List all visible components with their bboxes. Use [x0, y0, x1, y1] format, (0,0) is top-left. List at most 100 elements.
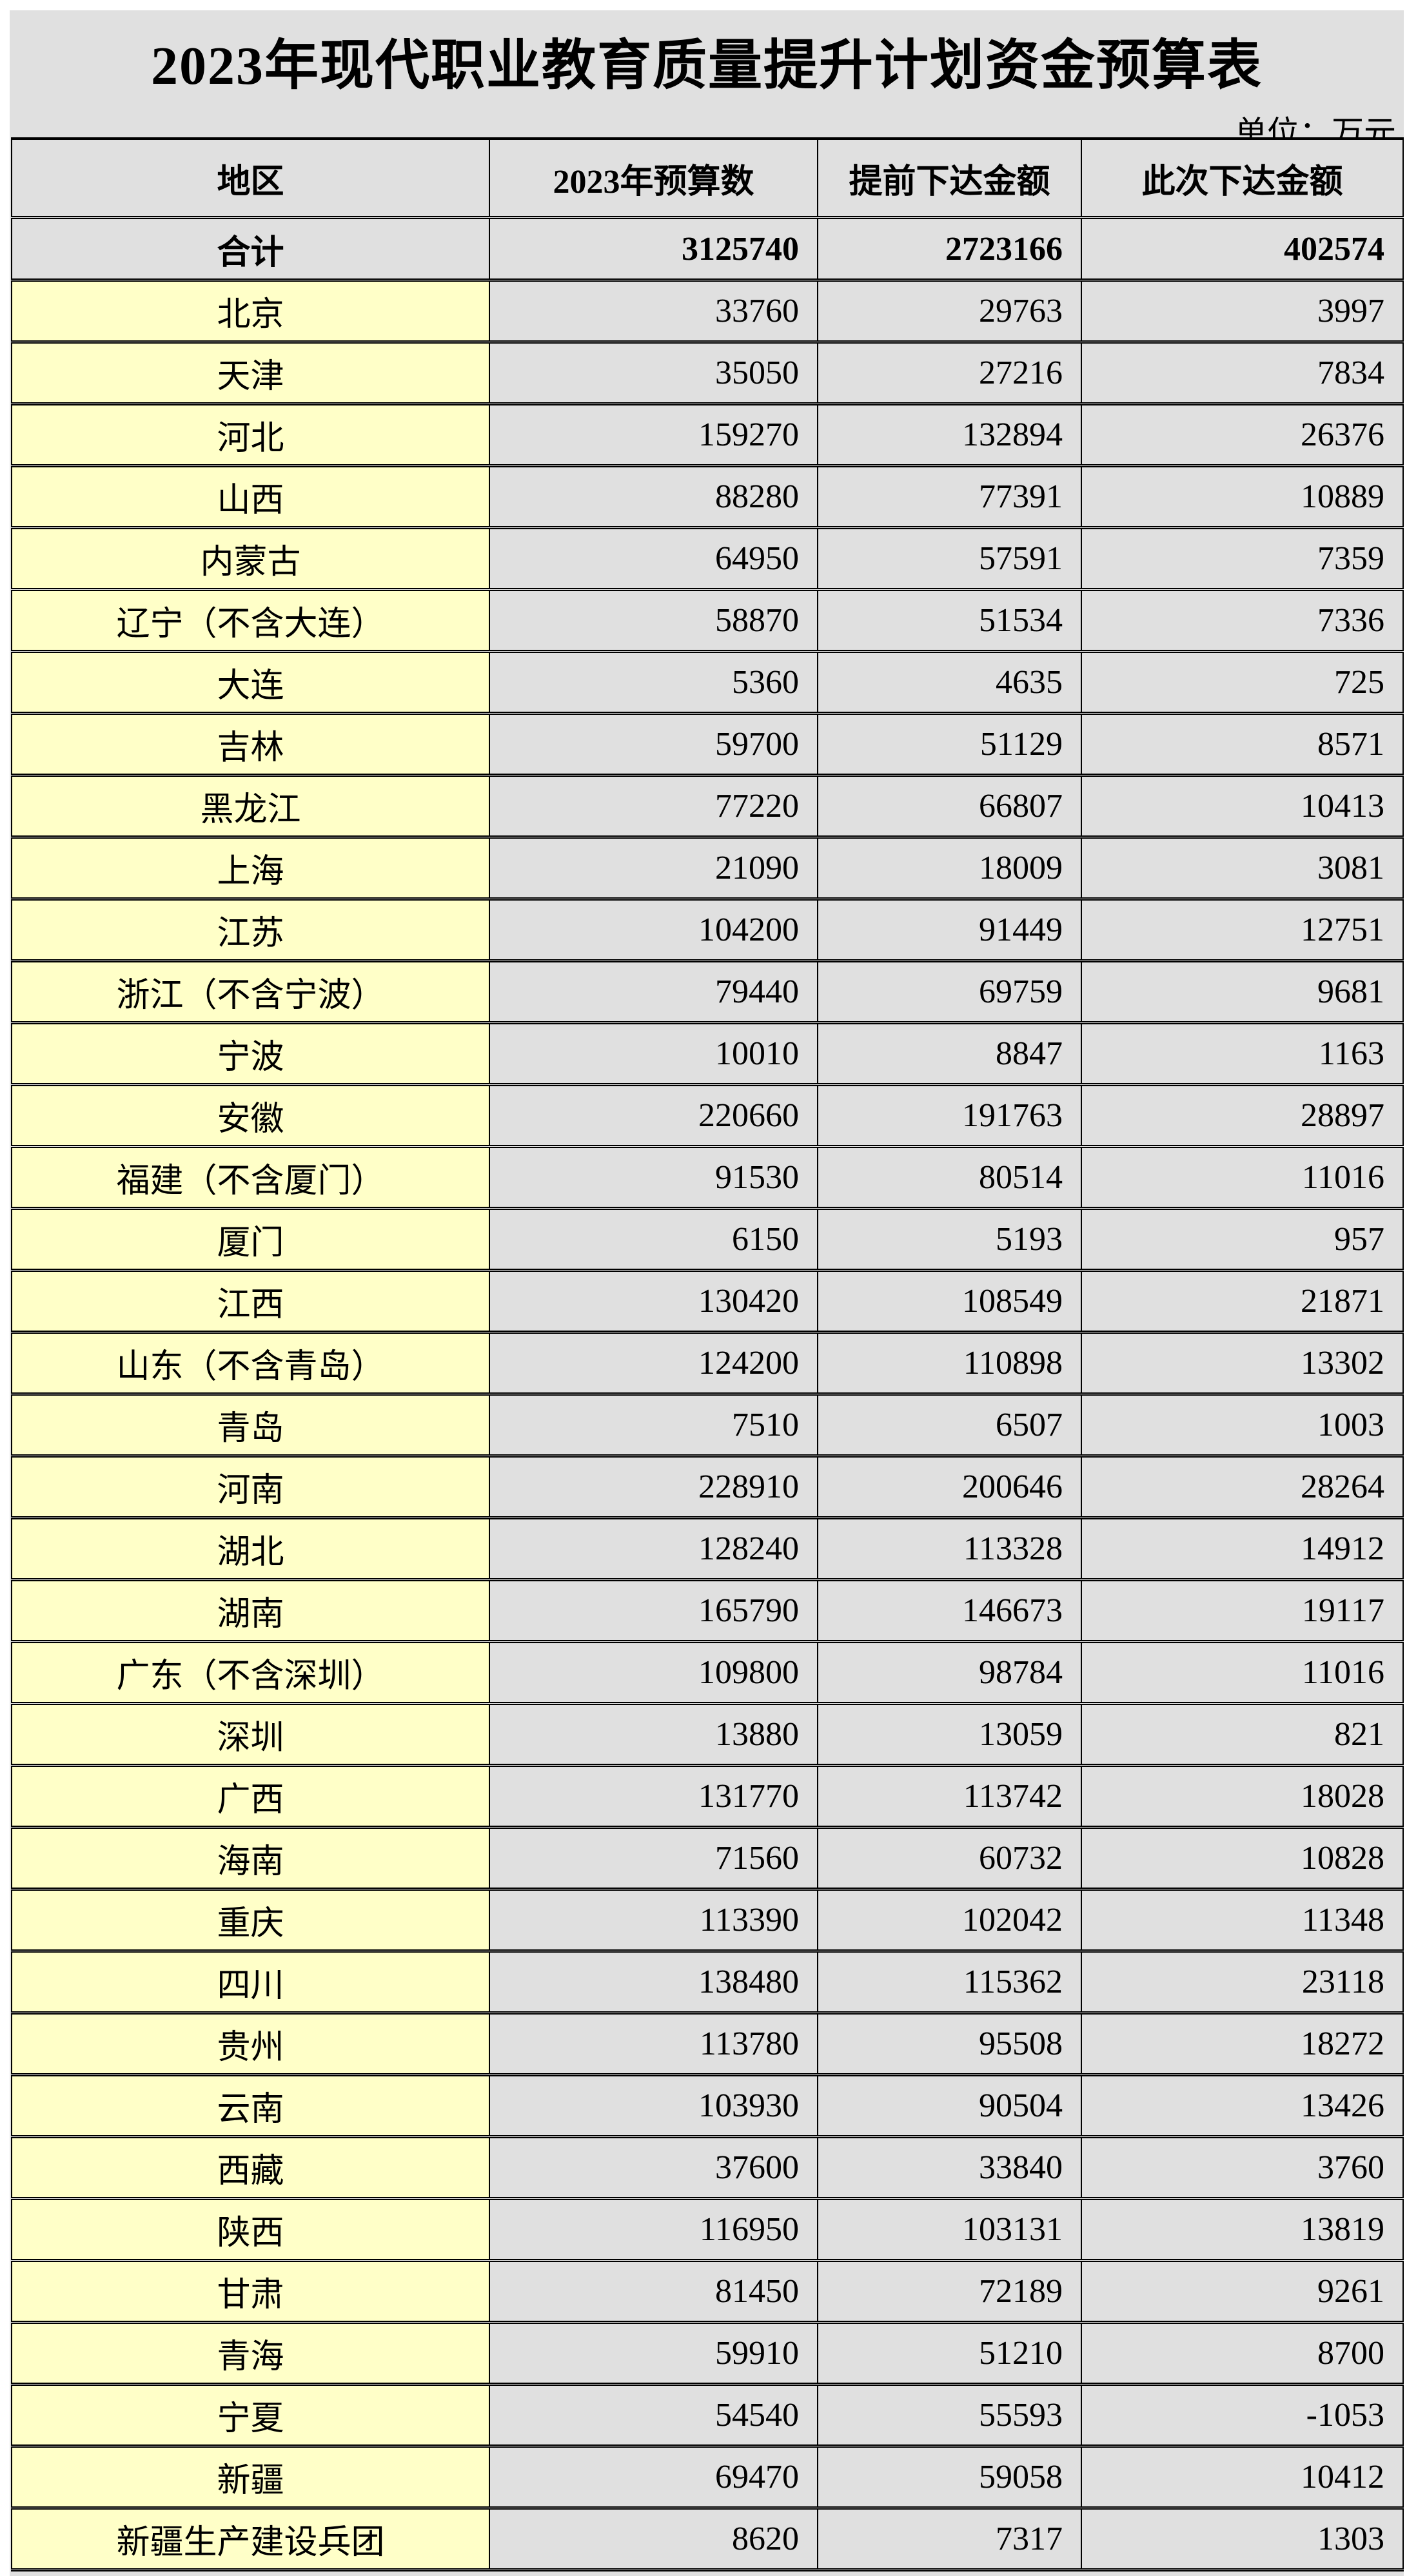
current-cell: 9681 [1081, 961, 1404, 1024]
advance-cell: 108549 [817, 1270, 1082, 1334]
advance-cell: 113742 [817, 1765, 1082, 1829]
advance-cell: 72189 [817, 2260, 1082, 2324]
current-cell: 19117 [1081, 1579, 1404, 1643]
budget-cell: 77220 [489, 775, 818, 839]
current-cell: 28264 [1081, 1456, 1404, 1519]
table-row: 青海 59910 51210 8700 [11, 2322, 1404, 2386]
table-row: 深圳 13880 13059 821 [11, 1703, 1404, 1767]
region-cell: 北京 [11, 280, 490, 344]
current-cell: 11348 [1081, 1889, 1404, 1953]
total-label: 合计 [11, 217, 490, 282]
table-row: 湖南 165790 146673 19117 [11, 1579, 1404, 1643]
current-cell: 8571 [1081, 713, 1404, 777]
table-row: 天津 35050 27216 7834 [11, 342, 1404, 405]
advance-cell: 98784 [817, 1641, 1082, 1705]
region-cell: 湖北 [11, 1517, 490, 1581]
region-cell: 新疆生产建设兵团 [11, 2508, 490, 2571]
budget-table: 地区 2023年预算数 提前下达金额 此次下达金额 合计 3125740 272… [11, 137, 1404, 2571]
table-row: 宁夏 54540 55593 -1053 [11, 2384, 1404, 2448]
advance-cell: 110898 [817, 1332, 1082, 1396]
total-budget: 3125740 [489, 217, 818, 282]
region-cell: 天津 [11, 342, 490, 405]
advance-cell: 5193 [817, 1208, 1082, 1272]
budget-cell: 113390 [489, 1889, 818, 1953]
current-cell: 1003 [1081, 1394, 1404, 1458]
advance-cell: 57591 [817, 527, 1082, 591]
table-row: 甘肃 81450 72189 9261 [11, 2260, 1404, 2324]
advance-cell: 27216 [817, 342, 1082, 405]
budget-cell: 5360 [489, 651, 818, 715]
header-row: 地区 2023年预算数 提前下达金额 此次下达金额 [11, 137, 1404, 219]
region-cell: 宁夏 [11, 2384, 490, 2448]
current-cell: 12751 [1081, 899, 1404, 962]
advance-cell: 6507 [817, 1394, 1082, 1458]
region-cell: 陕西 [11, 2198, 490, 2262]
advance-cell: 13059 [817, 1703, 1082, 1767]
table-row: 安徽 220660 191763 28897 [11, 1084, 1404, 1148]
current-cell: 14912 [1081, 1517, 1404, 1581]
region-cell: 安徽 [11, 1084, 490, 1148]
advance-cell: 113328 [817, 1517, 1082, 1581]
budget-cell: 35050 [489, 342, 818, 405]
advance-cell: 66807 [817, 775, 1082, 839]
advance-cell: 60732 [817, 1827, 1082, 1891]
advance-cell: 146673 [817, 1579, 1082, 1643]
total-advance: 2723166 [817, 217, 1082, 282]
region-cell: 青岛 [11, 1394, 490, 1458]
advance-cell: 51129 [817, 713, 1082, 777]
region-cell: 河南 [11, 1456, 490, 1519]
table-row: 江西 130420 108549 21871 [11, 1270, 1404, 1334]
budget-cell: 59700 [489, 713, 818, 777]
budget-cell: 128240 [489, 1517, 818, 1581]
current-cell: 21871 [1081, 1270, 1404, 1334]
current-cell: 1303 [1081, 2508, 1404, 2571]
current-cell: 957 [1081, 1208, 1404, 1272]
budget-cell: 228910 [489, 1456, 818, 1519]
budget-cell: 159270 [489, 404, 818, 467]
table-row: 青岛 7510 6507 1003 [11, 1394, 1404, 1458]
current-cell: 7834 [1081, 342, 1404, 405]
table-row: 北京 33760 29763 3997 [11, 280, 1404, 344]
current-cell: 13426 [1081, 2074, 1404, 2138]
table-row: 新疆生产建设兵团 8620 7317 1303 [11, 2508, 1404, 2571]
current-cell: 8700 [1081, 2322, 1404, 2386]
region-cell: 贵州 [11, 2013, 490, 2076]
table-row: 大连 5360 4635 725 [11, 651, 1404, 715]
region-cell: 黑龙江 [11, 775, 490, 839]
budget-cell: 37600 [489, 2136, 818, 2200]
header-budget: 2023年预算数 [489, 137, 818, 219]
budget-cell: 69470 [489, 2446, 818, 2510]
advance-cell: 18009 [817, 837, 1082, 901]
region-cell: 甘肃 [11, 2260, 490, 2324]
current-cell: 11016 [1081, 1641, 1404, 1705]
current-cell: 9261 [1081, 2260, 1404, 2324]
table-row: 上海 21090 18009 3081 [11, 837, 1404, 901]
current-cell: 3997 [1081, 280, 1404, 344]
advance-cell: 91449 [817, 899, 1082, 962]
budget-cell: 116950 [489, 2198, 818, 2262]
total-row: 合计 3125740 2723166 402574 [11, 217, 1404, 282]
advance-cell: 33840 [817, 2136, 1082, 2200]
table-row: 重庆 113390 102042 11348 [11, 1889, 1404, 1953]
current-cell: 18272 [1081, 2013, 1404, 2076]
current-cell: 11016 [1081, 1146, 1404, 1210]
table-row: 贵州 113780 95508 18272 [11, 2013, 1404, 2076]
region-cell: 四川 [11, 1951, 490, 2015]
budget-cell: 79440 [489, 961, 818, 1024]
table-row: 吉林 59700 51129 8571 [11, 713, 1404, 777]
budget-cell: 103930 [489, 2074, 818, 2138]
budget-cell: 130420 [489, 1270, 818, 1334]
advance-cell: 132894 [817, 404, 1082, 467]
advance-cell: 102042 [817, 1889, 1082, 1953]
advance-cell: 77391 [817, 465, 1082, 529]
current-cell: 13302 [1081, 1332, 1404, 1396]
region-cell: 浙江（不含宁波） [11, 961, 490, 1024]
budget-cell: 138480 [489, 1951, 818, 2015]
table-row: 广西 131770 113742 18028 [11, 1765, 1404, 1829]
table-row: 厦门 6150 5193 957 [11, 1208, 1404, 1272]
region-cell: 宁波 [11, 1022, 490, 1086]
current-cell: 10412 [1081, 2446, 1404, 2510]
region-cell: 广西 [11, 1765, 490, 1829]
region-cell: 新疆 [11, 2446, 490, 2510]
budget-cell: 109800 [489, 1641, 818, 1705]
